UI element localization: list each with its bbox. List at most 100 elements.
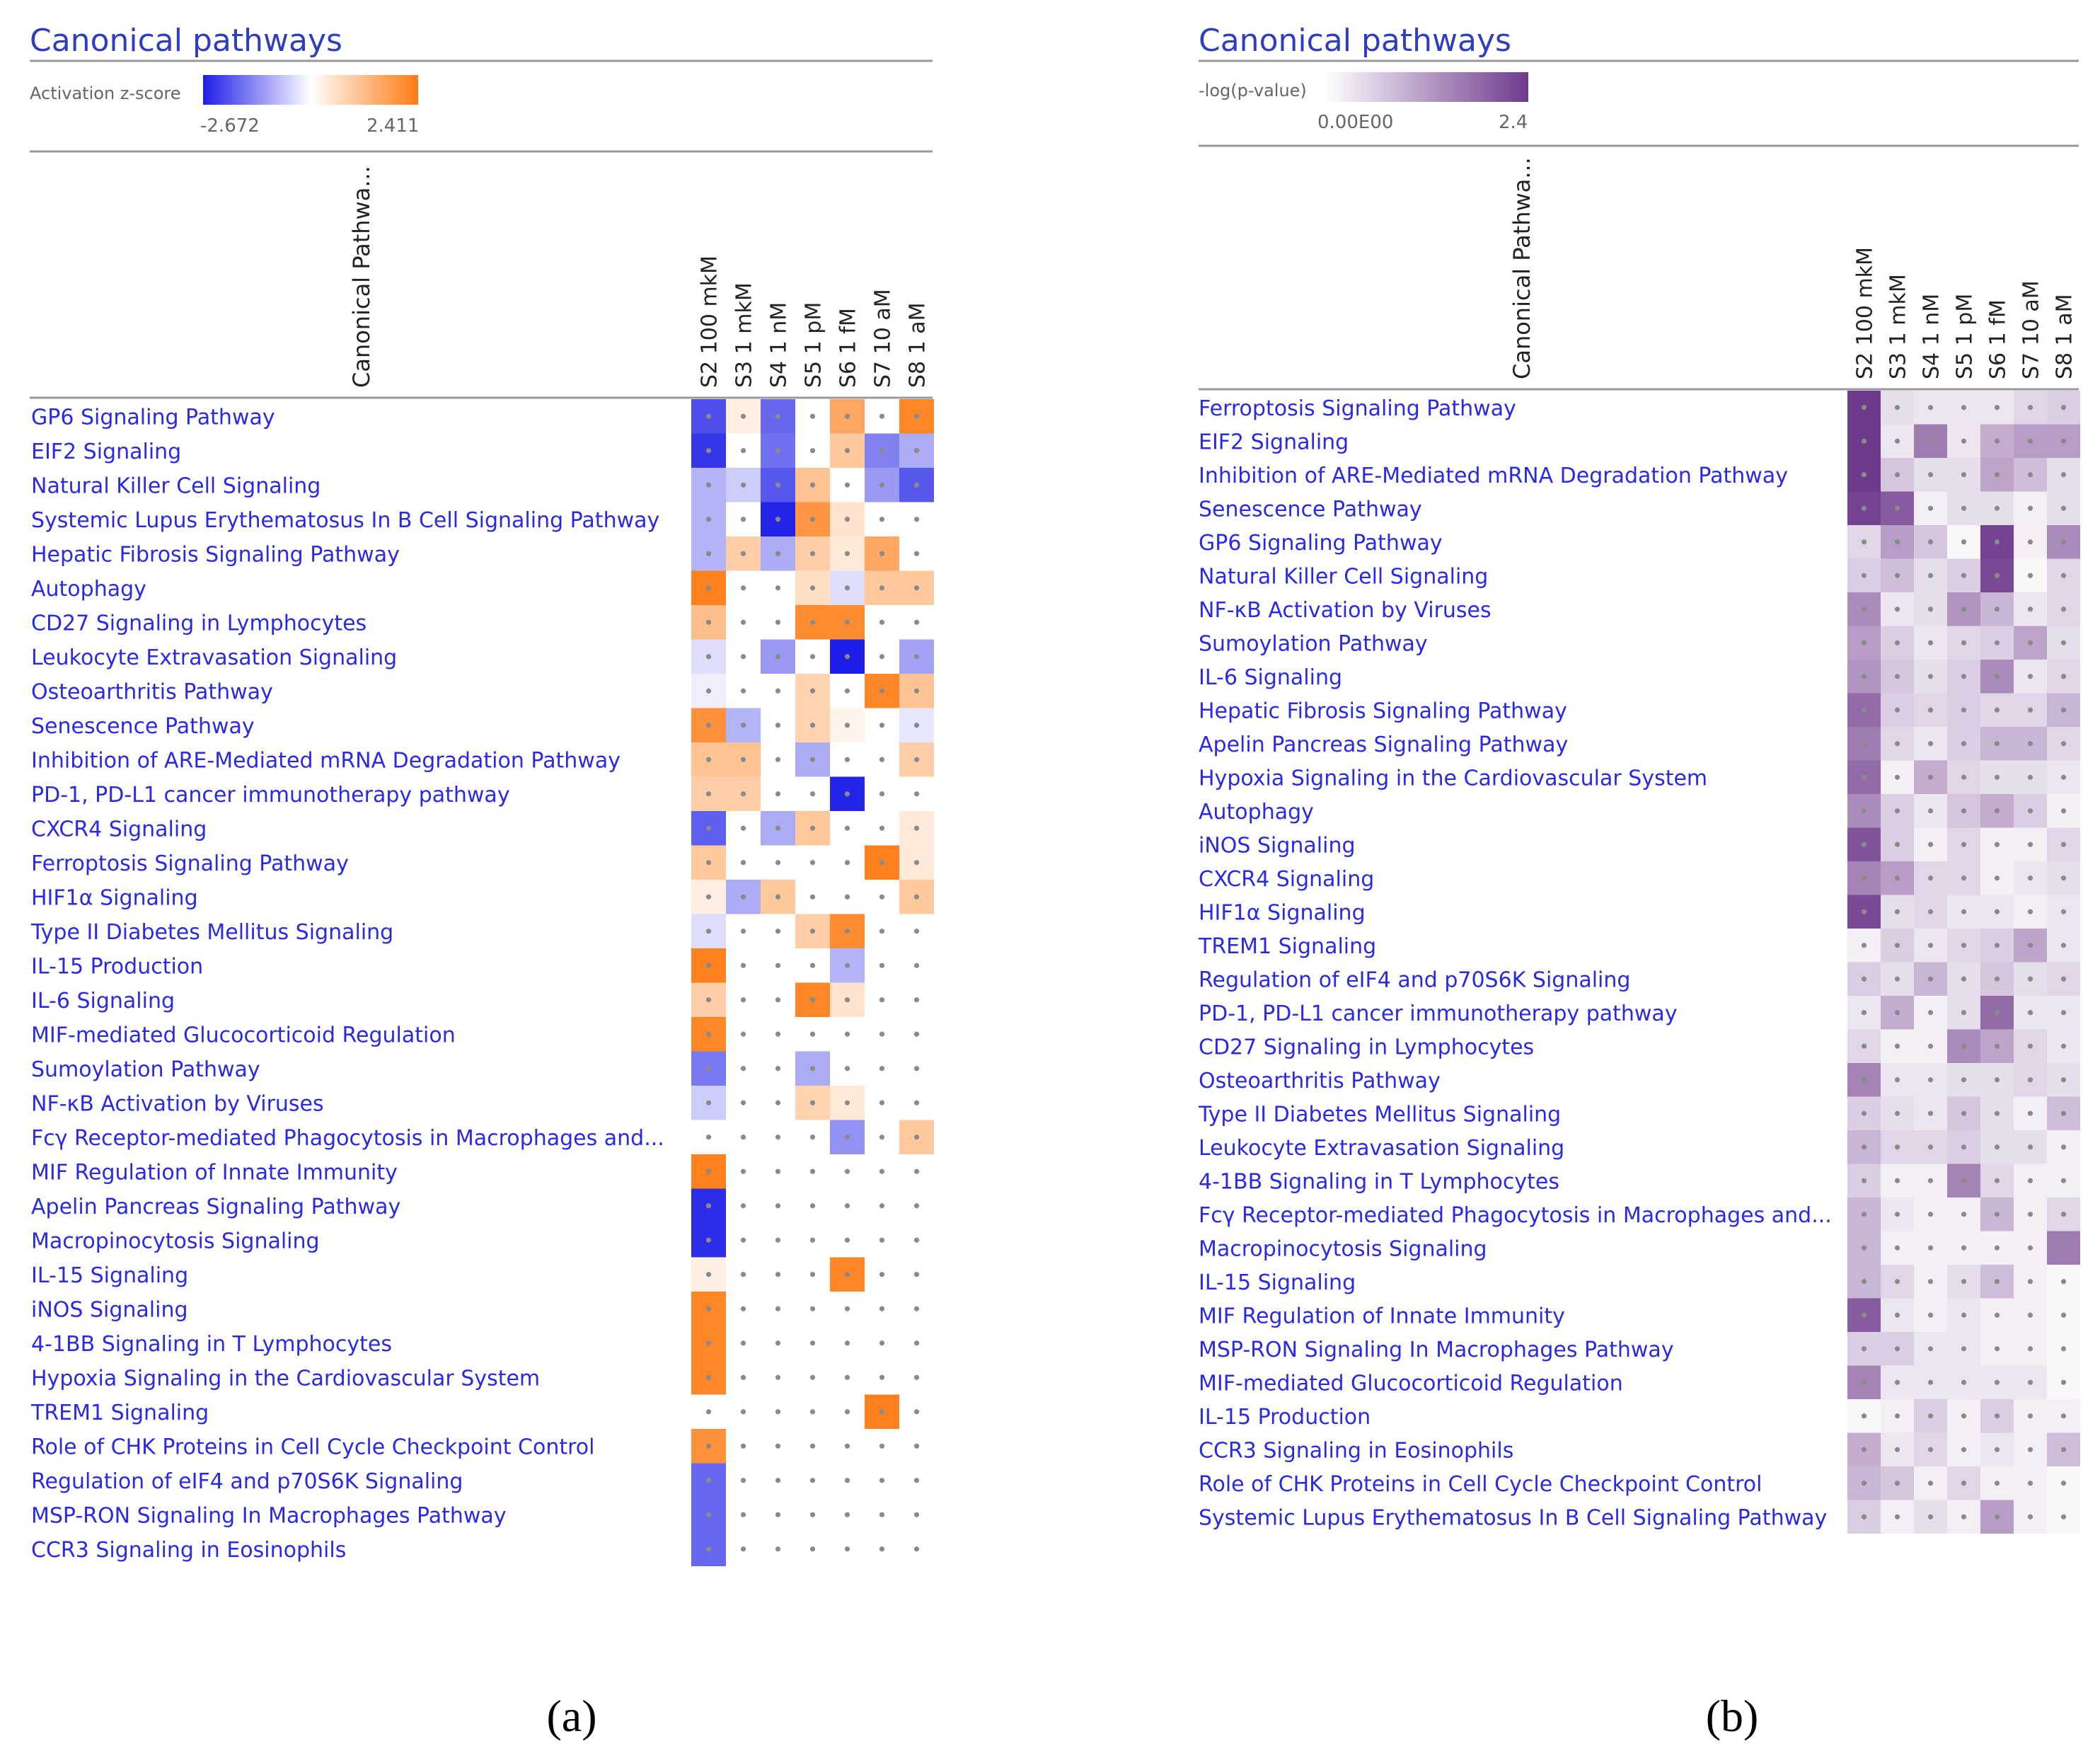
panel-a-row-label[interactable]: IL-15 Signaling — [31, 1263, 188, 1288]
panel-a-cell-dot — [809, 997, 816, 1003]
panel-a-row-label[interactable]: CCR3 Signaling in Eosinophils — [31, 1538, 346, 1563]
panel-a-row-label[interactable]: NF-κB Activation by Viruses — [31, 1091, 324, 1116]
panel-a-row-label[interactable]: IL-15 Production — [31, 954, 203, 979]
panel-b-row-label[interactable]: CD27 Signaling in Lymphocytes — [1199, 1035, 1534, 1059]
panel-a-row-label[interactable]: MIF-mediated Glucocorticoid Regulation — [31, 1023, 456, 1047]
panel-a-cell-dot — [775, 1409, 781, 1415]
panel-b-row-label[interactable]: Type II Diabetes Mellitus Signaling — [1198, 1102, 1561, 1127]
panel-a-cell-dot — [844, 791, 850, 797]
panel-a-row-label[interactable]: Osteoarthritis Pathway — [31, 679, 273, 704]
panel-a-cell-dot — [809, 517, 816, 522]
panel-a-row-label[interactable]: Ferroptosis Signaling Pathway — [31, 851, 349, 876]
panel-b-row-label[interactable]: MIF-mediated Glucocorticoid Regulation — [1199, 1371, 1623, 1396]
panel-b-row-label[interactable]: Macropinocytosis Signaling — [1199, 1236, 1487, 1261]
panel-b-cell-dot — [2027, 505, 2033, 511]
panel-a-row-label[interactable]: Natural Killer Cell Signaling — [31, 473, 321, 498]
panel-b-cell-dot — [2027, 1413, 2033, 1419]
panel-a-row-label[interactable]: Sumoylation Pathway — [31, 1057, 260, 1082]
panel-a-row-label[interactable]: Autophagy — [31, 577, 146, 602]
panel-a-cell-dot — [844, 963, 850, 968]
panel-b-row-label[interactable]: CXCR4 Signaling — [1199, 867, 1374, 892]
panel-b-row-label[interactable]: Autophagy — [1199, 800, 1314, 825]
panel-a-row-label[interactable]: MSP-RON Signaling In Macrophages Pathway — [31, 1503, 507, 1528]
panel-a-row-label[interactable]: Leukocyte Extravasation Signaling — [31, 645, 397, 670]
panel-b-row-label[interactable]: IL-15 Signaling — [1199, 1270, 1356, 1295]
panel-b-cell-dot — [2027, 1312, 2033, 1318]
panel-b-row-label[interactable]: NF-κB Activation by Viruses — [1199, 598, 1492, 623]
panel-a-row-label[interactable]: CD27 Signaling in Lymphocytes — [31, 611, 367, 636]
panel-b-cell-dot — [1961, 539, 1967, 545]
panel-b-cell-dot — [2060, 875, 2067, 881]
panel-a-row-label[interactable]: GP6 Signaling Pathway — [31, 405, 275, 430]
panel-a-row-label[interactable]: EIF2 Signaling — [31, 440, 181, 464]
panel-a-cell-dot — [740, 482, 746, 488]
panel-b-cell-dot — [1861, 707, 1867, 713]
panel-a-cell-dot — [705, 551, 712, 556]
panel-a-row-label[interactable]: Hypoxia Signaling in the Cardiovascular … — [31, 1366, 540, 1391]
panel-a-row-label[interactable]: Macropinocytosis Signaling — [31, 1229, 320, 1253]
panel-a-row-label[interactable]: Role of CHK Proteins in Cell Cycle Check… — [31, 1435, 594, 1459]
panel-b-row-label[interactable]: CCR3 Signaling in Eosinophils — [1199, 1438, 1513, 1463]
panel-a-cell-dot — [879, 1306, 885, 1311]
panel-a-row-label[interactable]: PD-1, PD-L1 cancer immunotherapy pathway — [31, 783, 510, 808]
panel-a-row-label[interactable]: Senescence Pathway — [31, 714, 255, 739]
panel-a-row-label[interactable]: Inhibition of ARE-Mediated mRNA Degradat… — [31, 748, 621, 773]
panel-b-row-label[interactable]: Role of CHK Proteins in Cell Cycle Check… — [1199, 1472, 1762, 1497]
panel-a-cell-dot — [809, 757, 816, 762]
panel-b-cell-dot — [1927, 1312, 1934, 1318]
panel-b-row-label[interactable]: HIF1α Signaling — [1199, 900, 1366, 925]
panel-a-cell-dot — [879, 517, 885, 522]
panel-a-row-label[interactable]: IL-6 Signaling — [31, 989, 175, 1013]
panel-a-cell-dot — [705, 413, 712, 419]
panel-b-row-label[interactable]: PD-1, PD-L1 cancer immunotherapy pathway — [1199, 1001, 1678, 1026]
panel-a-cell-dot — [775, 1340, 781, 1346]
panel-b-row-label[interactable]: Hypoxia Signaling in the Cardiovascular … — [1199, 766, 1707, 791]
panel-b-row-label[interactable]: GP6 Signaling Pathway — [1199, 531, 1443, 556]
panel-a-row-label[interactable]: Type II Diabetes Mellitus Signaling — [30, 920, 393, 945]
panel-a-cell-dot — [844, 688, 850, 694]
panel-b-row-label[interactable]: iNOS Signaling — [1199, 833, 1356, 858]
panel-b-cell-dot — [1994, 573, 2000, 578]
panel-a-row-label[interactable]: Hepatic Fibrosis Signaling Pathway — [31, 542, 400, 567]
panel-a-row-label[interactable]: MIF Regulation of Innate Immunity — [31, 1160, 398, 1185]
panel-b-row-label[interactable]: 4-1BB Signaling in T Lymphocytes — [1199, 1169, 1559, 1194]
panel-b-row-label[interactable]: Systemic Lupus Erythematosus In B Cell S… — [1199, 1505, 1827, 1530]
panel-a-row-label[interactable]: Systemic Lupus Erythematosus In B Cell S… — [31, 508, 659, 533]
panel-a-row-label[interactable]: Apelin Pancreas Signaling Pathway — [31, 1195, 400, 1219]
panel-b-row-label[interactable]: Natural Killer Cell Signaling — [1199, 564, 1488, 589]
panel-b-row-label[interactable]: MSP-RON Signaling In Macrophages Pathway — [1199, 1338, 1674, 1362]
panel-b-row-label[interactable]: Ferroptosis Signaling Pathway — [1199, 396, 1516, 421]
panel-a-row-label[interactable]: Regulation of eIF4 and p70S6K Signaling — [31, 1469, 463, 1494]
panel-b-row-label[interactable]: Osteoarthritis Pathway — [1199, 1069, 1441, 1093]
panel-b-cell-dot — [1927, 1447, 1934, 1452]
panel-b-row-label[interactable]: Fcγ Receptor-mediated Phagocytosis in Ma… — [1199, 1203, 1832, 1228]
panel-a-row-label[interactable]: HIF1α Signaling — [31, 885, 198, 910]
panel-b-row-label[interactable]: EIF2 Signaling — [1199, 430, 1349, 454]
panel-b-cell-dot — [1861, 943, 1867, 948]
panel-b-row-label[interactable]: Apelin Pancreas Signaling Pathway — [1199, 732, 1568, 757]
panel-a-row-label[interactable]: TREM1 Signaling — [30, 1401, 209, 1425]
panel-b-row-label[interactable]: Leukocyte Extravasation Signaling — [1199, 1136, 1564, 1161]
panel-b-row-label[interactable]: Sumoylation Pathway — [1199, 631, 1428, 656]
panel-b-row-label[interactable]: Regulation of eIF4 and p70S6K Signaling — [1199, 967, 1630, 992]
panel-b-row-label[interactable]: MIF Regulation of Innate Immunity — [1199, 1304, 1565, 1328]
panel-b-row-label[interactable]: IL-6 Signaling — [1199, 665, 1342, 690]
panel-b-row-label[interactable]: TREM1 Signaling — [1198, 934, 1376, 959]
panel-b-cell-dot — [1894, 1110, 1900, 1116]
panel-a-row-label[interactable]: 4-1BB Signaling in T Lymphocytes — [31, 1332, 392, 1357]
panel-b-cell-dot — [1927, 1110, 1934, 1116]
panel-b-cell-dot — [2060, 976, 2067, 982]
panel-b-cell-dot — [2060, 943, 2067, 948]
panel-a-row-label[interactable]: Fcγ Receptor-mediated Phagocytosis in Ma… — [31, 1126, 664, 1151]
panel-b-cell-dot — [1927, 808, 1934, 814]
panel-b-cell-dot — [1961, 1379, 1967, 1385]
panel-a-row-label[interactable]: iNOS Signaling — [31, 1297, 188, 1322]
panel-b-row-label[interactable]: Inhibition of ARE-Mediated mRNA Degradat… — [1199, 464, 1788, 488]
panel-b-row-label[interactable]: Senescence Pathway — [1199, 497, 1422, 522]
panel-b-row-label[interactable]: IL-15 Production — [1199, 1405, 1371, 1430]
panel-b-cell-dot — [1861, 505, 1867, 511]
panel-b-row-label[interactable]: Hepatic Fibrosis Signaling Pathway — [1199, 699, 1567, 723]
panel-b-cell-dot — [1927, 1245, 1934, 1251]
panel-a-row-label[interactable]: CXCR4 Signaling — [31, 817, 207, 841]
panel-a-cell-dot — [913, 1340, 920, 1346]
